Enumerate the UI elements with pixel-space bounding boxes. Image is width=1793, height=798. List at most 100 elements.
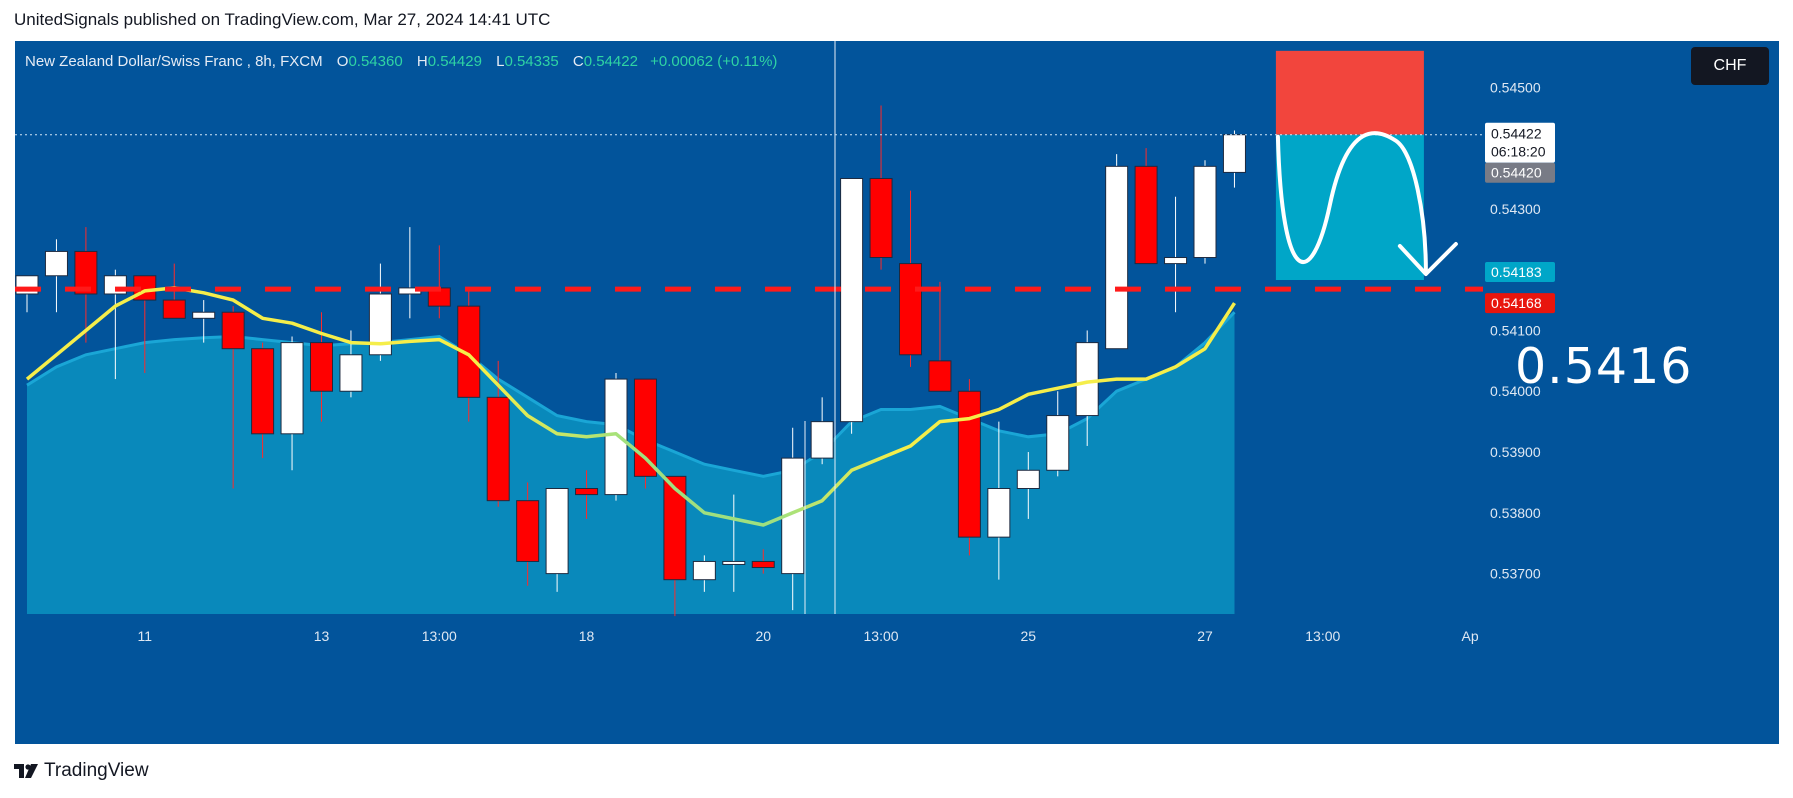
candle[interactable]	[781, 427, 805, 611]
time-axis-tick: 20	[755, 628, 771, 644]
candle-body-bullish	[545, 488, 569, 575]
candle[interactable]	[310, 312, 333, 422]
candle-body-bullish	[604, 378, 628, 496]
candle[interactable]	[545, 488, 569, 592]
publisher-line: UnitedSignals published on TradingView.c…	[14, 10, 551, 29]
candle[interactable]	[869, 105, 893, 270]
candle[interactable]	[663, 475, 687, 617]
price-axis-tick: 0.53700	[1490, 566, 1541, 582]
candle-body-bearish	[1134, 165, 1158, 265]
price-chart[interactable]: 0.54500 0.54300 0.54100 0.54000 0.53900 0.538…	[15, 41, 1779, 744]
candle-body-bullish	[840, 177, 864, 423]
candle-body-bullish	[1105, 165, 1129, 350]
time-axis-tick: Ap	[1461, 628, 1478, 644]
candle-body-bullish	[44, 250, 68, 277]
low-label: L	[496, 53, 505, 70]
time-axis-tick: 18	[579, 628, 595, 644]
candle-body-bearish	[221, 311, 245, 350]
candle[interactable]	[928, 281, 952, 392]
candle-body-bearish	[310, 342, 333, 392]
forecast-arrow-head	[1397, 242, 1458, 277]
moving-average-fast-line	[25, 286, 1236, 527]
symbol-title: New Zealand Dollar/Swiss Franc , 8h, FXC…	[25, 53, 323, 70]
time-axis-tick: 13:00	[864, 628, 899, 644]
candle[interactable]	[251, 342, 275, 459]
candle-body-bearish	[74, 250, 98, 295]
candle[interactable]	[751, 549, 775, 574]
time-axis-tick: 13:00	[422, 628, 457, 644]
candle[interactable]	[692, 555, 716, 592]
candle-body-bearish	[575, 488, 599, 496]
candle-body-bearish	[486, 396, 510, 502]
target-price-badge-text: 0.54183	[1491, 264, 1542, 280]
low-value: 0.54335	[504, 53, 559, 70]
currency-button[interactable]: CHF	[1691, 47, 1769, 85]
last-price-badge: 0.54422 06:18:20	[1485, 122, 1555, 163]
candle[interactable]	[486, 360, 510, 507]
candle-body-bearish	[457, 305, 481, 398]
bid-price-badge-bg	[1485, 162, 1555, 183]
candle[interactable]	[810, 397, 834, 465]
candle-body-bullish	[987, 488, 1011, 538]
brand-name: TradingView	[44, 760, 149, 781]
take-profit-zone	[1275, 134, 1424, 281]
time-axis-band	[15, 614, 1779, 744]
candle[interactable]	[604, 373, 628, 501]
price-axis-tick: 0.54300	[1490, 201, 1541, 217]
candle-body-bearish	[516, 500, 540, 562]
candle[interactable]	[1164, 196, 1188, 313]
candle[interactable]	[957, 379, 981, 556]
open-label: O	[336, 53, 349, 70]
bid-price-badge-text: 0.54420	[1491, 165, 1542, 181]
candle[interactable]	[1193, 160, 1217, 264]
candle-body-bearish	[162, 299, 186, 319]
high-value: 0.54429	[427, 53, 482, 70]
candle[interactable]	[280, 336, 304, 471]
candle[interactable]	[899, 190, 922, 367]
candle[interactable]	[840, 177, 864, 434]
price-axis-tick: 0.54100	[1490, 322, 1541, 338]
candle[interactable]	[722, 494, 746, 592]
candle-body-bearish	[251, 348, 275, 435]
time-axis-tick: 11	[138, 628, 153, 644]
candle[interactable]	[516, 482, 540, 586]
tradingview-logo[interactable]: TradingView	[14, 759, 149, 783]
candle[interactable]	[221, 306, 245, 489]
candle[interactable]	[1134, 148, 1158, 265]
candle-body-bullish	[192, 311, 216, 319]
candle-body-bullish	[1222, 134, 1246, 173]
chart-panel[interactable]: 0.54500 0.54300 0.54100 0.54000 0.53900 0.538…	[15, 41, 1779, 744]
price-axis-tick: 0.53900	[1490, 444, 1541, 460]
candle[interactable]	[1105, 154, 1129, 350]
time-axis-tick: 13:00	[1305, 628, 1340, 644]
stop-loss-zone	[1275, 50, 1424, 135]
time-axis-tick: 25	[1021, 628, 1037, 644]
forecast-curve	[1275, 131, 1428, 275]
candle-body-bullish	[339, 354, 363, 392]
last-price-badge-bg	[1485, 122, 1555, 163]
target-price-badge: 0.54183	[1485, 262, 1555, 283]
change-value: +0.00062 (+0.11%)	[650, 53, 778, 70]
candle-body-bearish	[633, 378, 657, 477]
candle[interactable]	[1016, 452, 1040, 519]
candle[interactable]	[1046, 391, 1070, 477]
candle[interactable]	[74, 227, 98, 343]
candle-body-bearish	[928, 360, 952, 392]
candle-body-bearish	[899, 263, 922, 356]
close-label: C	[572, 53, 584, 70]
level-price-badge-text: 0.54168	[1491, 295, 1542, 311]
candle-body-bullish	[368, 293, 392, 356]
candle-body-bullish	[722, 560, 746, 565]
candle[interactable]	[44, 239, 68, 313]
time-axis-tick: 13	[314, 628, 330, 644]
candle[interactable]	[339, 330, 363, 398]
last-price-text: 0.54422	[1491, 126, 1542, 142]
candle-body-bullish	[1075, 342, 1099, 417]
candle[interactable]	[633, 378, 657, 489]
candle[interactable]	[575, 470, 599, 519]
candle[interactable]	[987, 421, 1011, 580]
bid-price-badge: 0.54420	[1485, 162, 1555, 183]
candle[interactable]	[192, 300, 216, 343]
candle[interactable]	[1075, 330, 1099, 446]
candle[interactable]	[1222, 130, 1246, 188]
